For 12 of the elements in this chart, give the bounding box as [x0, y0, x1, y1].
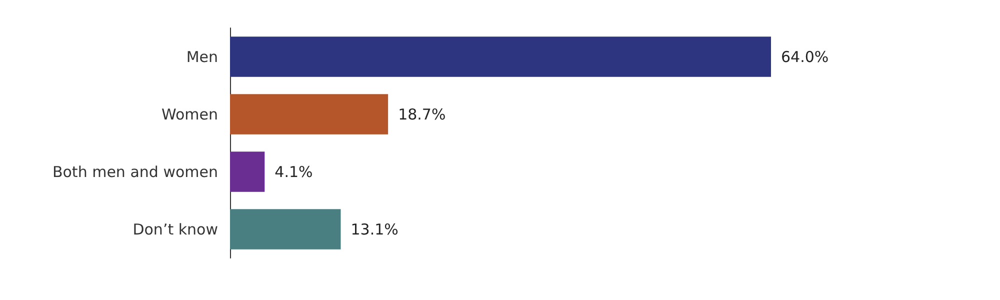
y-tick-label: Men [186, 48, 218, 66]
data-label: 64.0% [781, 48, 829, 66]
bar [230, 94, 388, 134]
y-tick-label: Both men and women [52, 162, 218, 181]
bar [230, 209, 341, 250]
y-tick-label: Women [162, 105, 218, 124]
y-tick-label: Don’t know [132, 220, 218, 238]
data-label: 4.1% [274, 162, 313, 181]
bar [230, 152, 265, 192]
bar [230, 36, 771, 77]
data-label: 18.7% [398, 105, 446, 124]
data-label: 13.1% [350, 220, 398, 238]
